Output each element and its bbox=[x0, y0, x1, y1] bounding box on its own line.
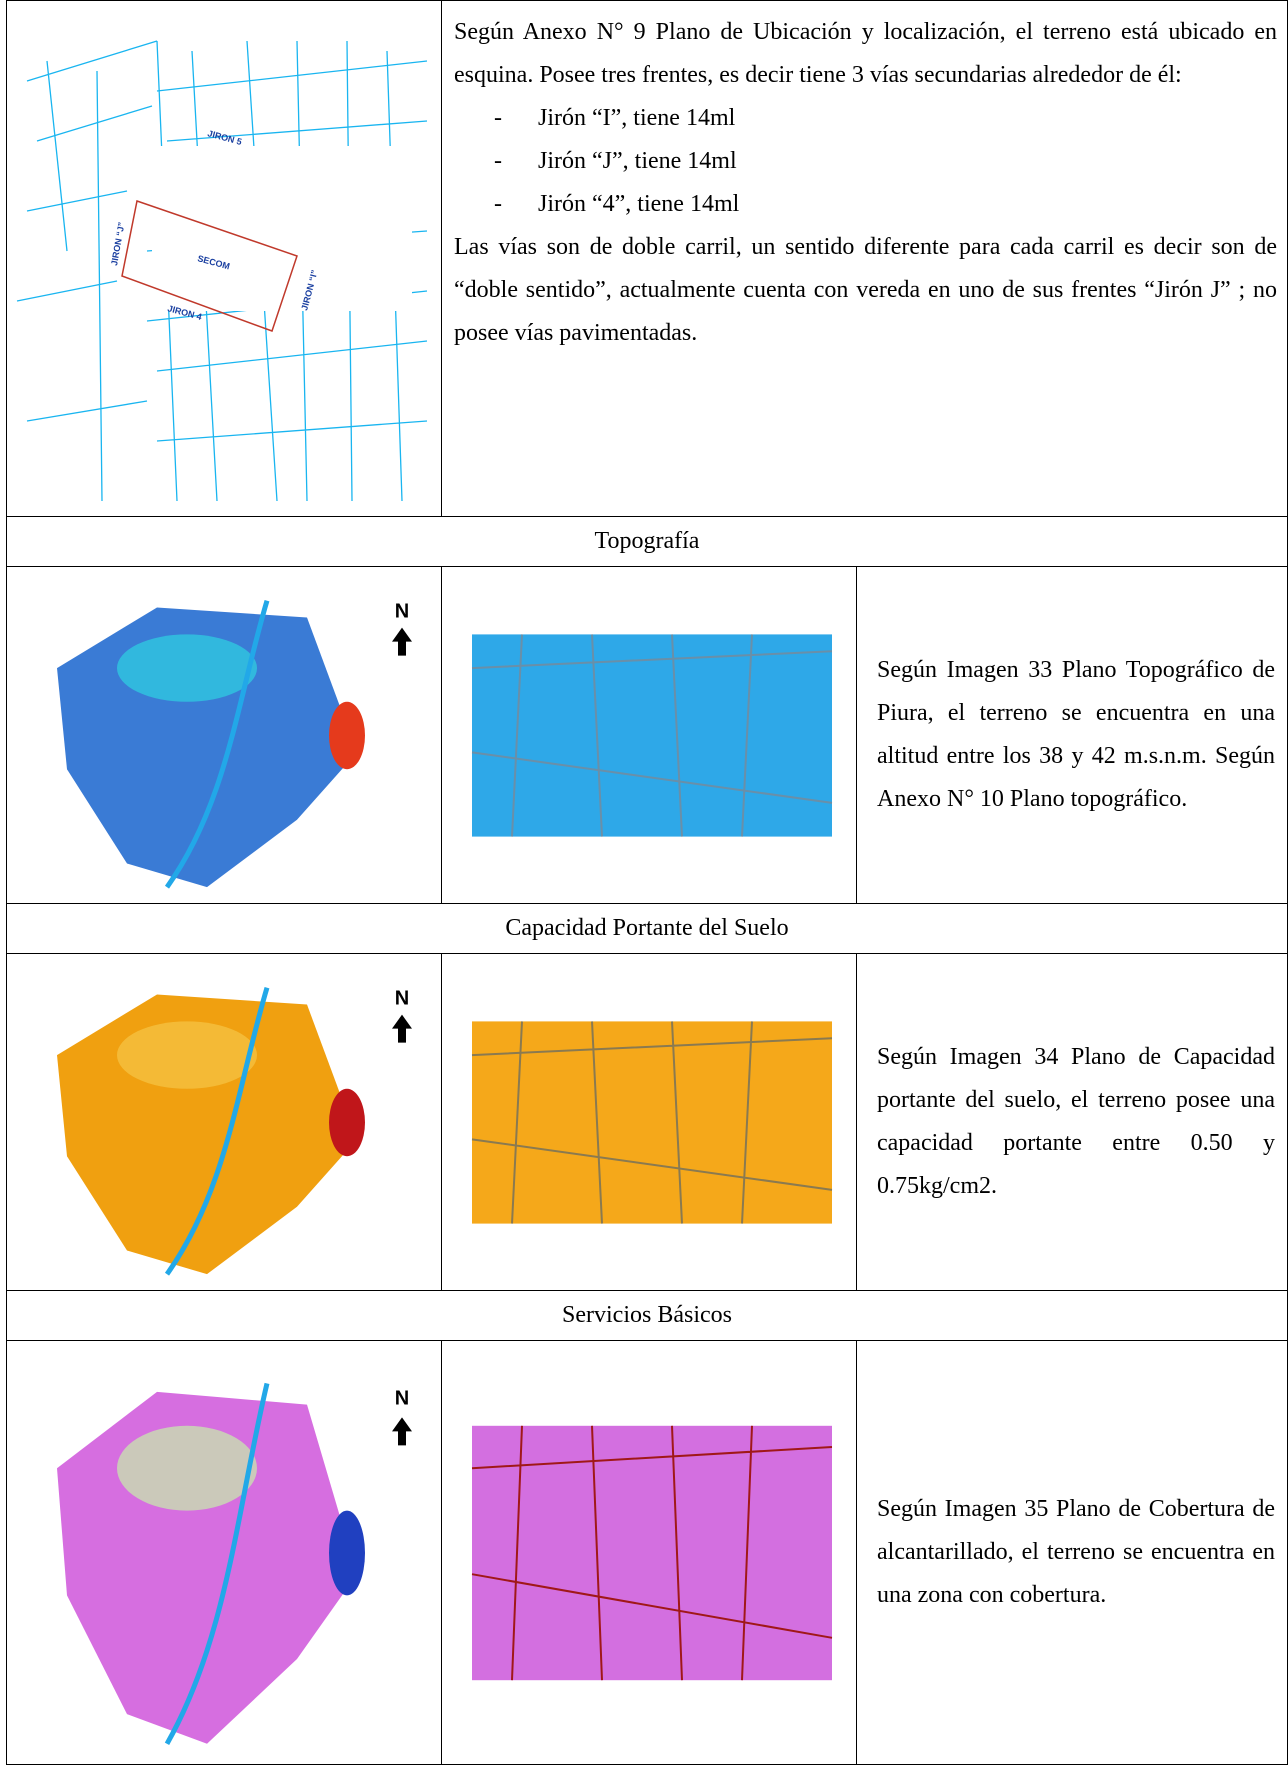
map-label: JIRON “J” bbox=[109, 221, 126, 266]
location-text-cell: Según Anexo N° 9 Plano de Ubicación y lo… bbox=[441, 0, 1288, 517]
zoom-map bbox=[471, 1425, 833, 1681]
north-label: N bbox=[395, 988, 409, 1010]
street-map: JIRON 5 JIRON “J” SECOM JIRON “I” JIRON … bbox=[16, 40, 428, 502]
zoom-map-cell bbox=[441, 566, 857, 904]
zoom-map-cell bbox=[441, 953, 857, 1291]
section-text-cell: Según Imagen 33 Plano Topográfico de Piu… bbox=[856, 566, 1288, 904]
section-text: Según Imagen 33 Plano Topográfico de Piu… bbox=[877, 657, 1275, 812]
street-map-cell: JIRON 5 JIRON “J” SECOM JIRON “I” JIRON … bbox=[6, 0, 442, 517]
section-text-cell: Según Imagen 35 Plano de Cobertura de al… bbox=[856, 1340, 1288, 1765]
section-text: Según Imagen 34 Plano de Capacidad porta… bbox=[877, 1044, 1275, 1199]
list-item-text: Jirón “I”, tiene 14ml bbox=[538, 105, 736, 131]
list-item: - Jirón “J”, tiene 14ml bbox=[494, 148, 737, 174]
list-item: - Jirón “I”, tiene 14ml bbox=[494, 105, 736, 131]
map-label: JIRON 5 bbox=[206, 128, 242, 147]
overview-map: N bbox=[57, 986, 412, 1276]
section-title: Capacidad Portante del Suelo bbox=[6, 903, 1288, 954]
zoom-map-cell bbox=[441, 1340, 857, 1765]
list-item: - Jirón “4”, tiene 14ml bbox=[494, 191, 740, 217]
section-text: Según Imagen 35 Plano de Cobertura de al… bbox=[877, 1496, 1275, 1608]
overview-map-cell: N bbox=[6, 566, 442, 904]
north-label: N bbox=[395, 601, 409, 623]
paragraph: Las vías son de doble carril, un sentido… bbox=[454, 234, 1277, 346]
overview-map: N bbox=[57, 1382, 412, 1746]
section-text-cell: Según Imagen 34 Plano de Capacidad porta… bbox=[856, 953, 1288, 1291]
zoom-map bbox=[471, 634, 833, 837]
overview-map: N bbox=[57, 599, 412, 889]
zoom-map bbox=[471, 1021, 833, 1224]
list-item-text: Jirón “4”, tiene 14ml bbox=[538, 191, 740, 217]
overview-map-cell: N bbox=[6, 1340, 442, 1765]
section-title: Servicios Básicos bbox=[6, 1290, 1288, 1341]
list-item-text: Jirón “J”, tiene 14ml bbox=[538, 148, 737, 174]
overview-map-cell: N bbox=[6, 953, 442, 1291]
section-title: Topografía bbox=[6, 516, 1288, 567]
paragraph: Según Anexo N° 9 Plano de Ubicación y lo… bbox=[454, 19, 1277, 88]
north-label: N bbox=[395, 1388, 409, 1410]
